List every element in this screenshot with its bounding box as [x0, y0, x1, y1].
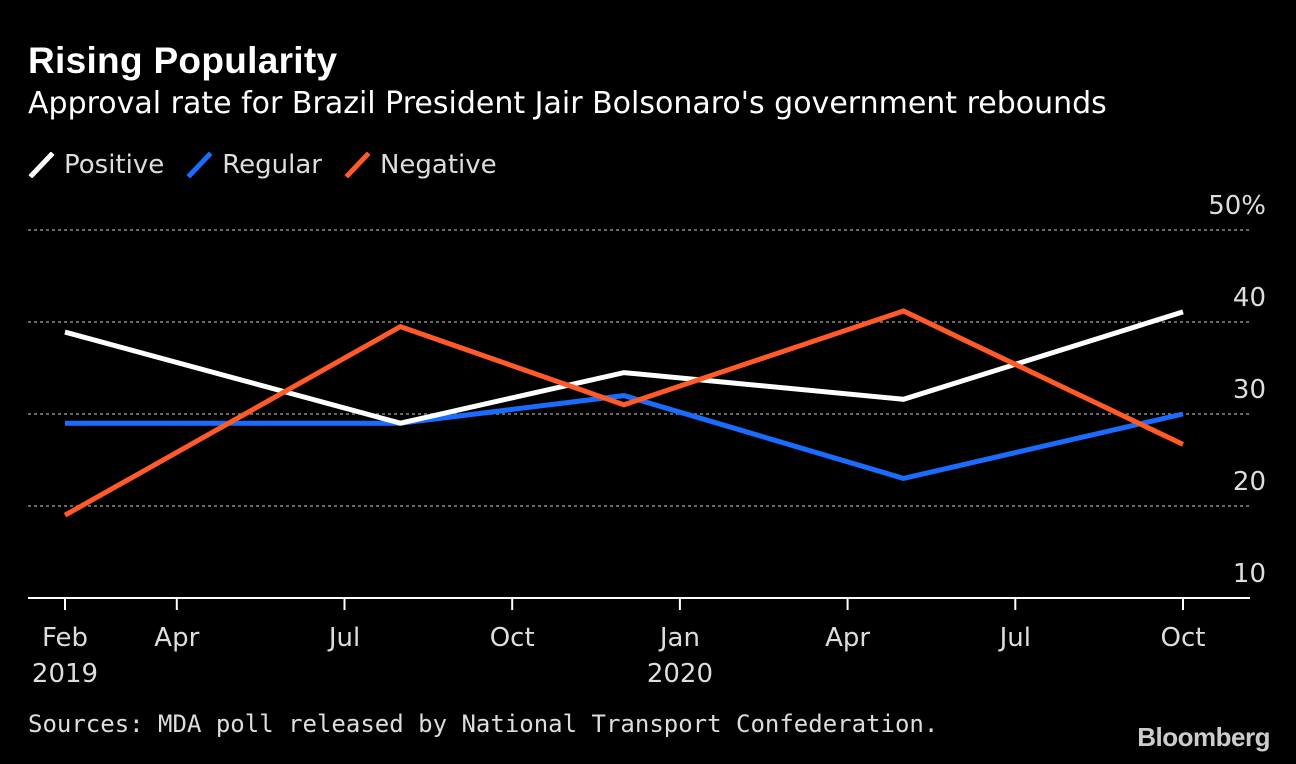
- x-tick-label: Apr: [154, 623, 199, 653]
- series-line-negative: [63, 308, 1185, 518]
- y-tick-label: 20: [1233, 467, 1266, 497]
- legend-label-negative: Negative: [379, 150, 497, 180]
- legend-swatch-regular: [186, 152, 213, 178]
- source-note: Sources: MDA poll released by National T…: [28, 710, 939, 738]
- series-line-regular: [65, 393, 1184, 481]
- y-tick-label: 10: [1233, 559, 1266, 589]
- y-tick-label: 50%: [1208, 191, 1266, 221]
- y-tick-label: 40: [1233, 283, 1266, 313]
- legend-item-regular: Regular: [186, 150, 322, 180]
- legend-label-positive: Positive: [64, 150, 165, 180]
- x-tick-label: Oct: [1161, 623, 1206, 653]
- x-tick-year-label: 2019: [32, 659, 98, 689]
- x-tick-label: Jul: [327, 623, 360, 653]
- legend-swatch-positive: [28, 152, 54, 178]
- x-tick-label: Feb: [42, 623, 88, 653]
- bloomberg-logo: Bloomberg: [1137, 722, 1270, 752]
- legend-label-regular: Regular: [222, 150, 322, 180]
- legend: Positive Regular Negative: [28, 150, 519, 180]
- legend-item-positive: Positive: [28, 150, 164, 180]
- line-chart: 50% 40 30 20 10 Feb 2019 Apr Jul Oct Jan 2020 Apr Jul…: [28, 191, 1266, 689]
- series-line-positive: [64, 309, 1184, 426]
- x-tick-label: Jan: [658, 623, 700, 653]
- x-tick-year-label: 2020: [647, 659, 713, 689]
- x-tick-label: Apr: [825, 623, 870, 653]
- x-tick-label: Jul: [998, 623, 1031, 653]
- y-tick-label: 30: [1233, 375, 1266, 405]
- legend-item-negative: Negative: [344, 150, 497, 180]
- chart-title: Rising Popularity: [28, 40, 338, 81]
- x-tick-label: Oct: [490, 623, 535, 653]
- chart-subtitle: Approval rate for Brazil President Jair …: [28, 86, 1107, 121]
- legend-swatch-negative: [344, 152, 370, 178]
